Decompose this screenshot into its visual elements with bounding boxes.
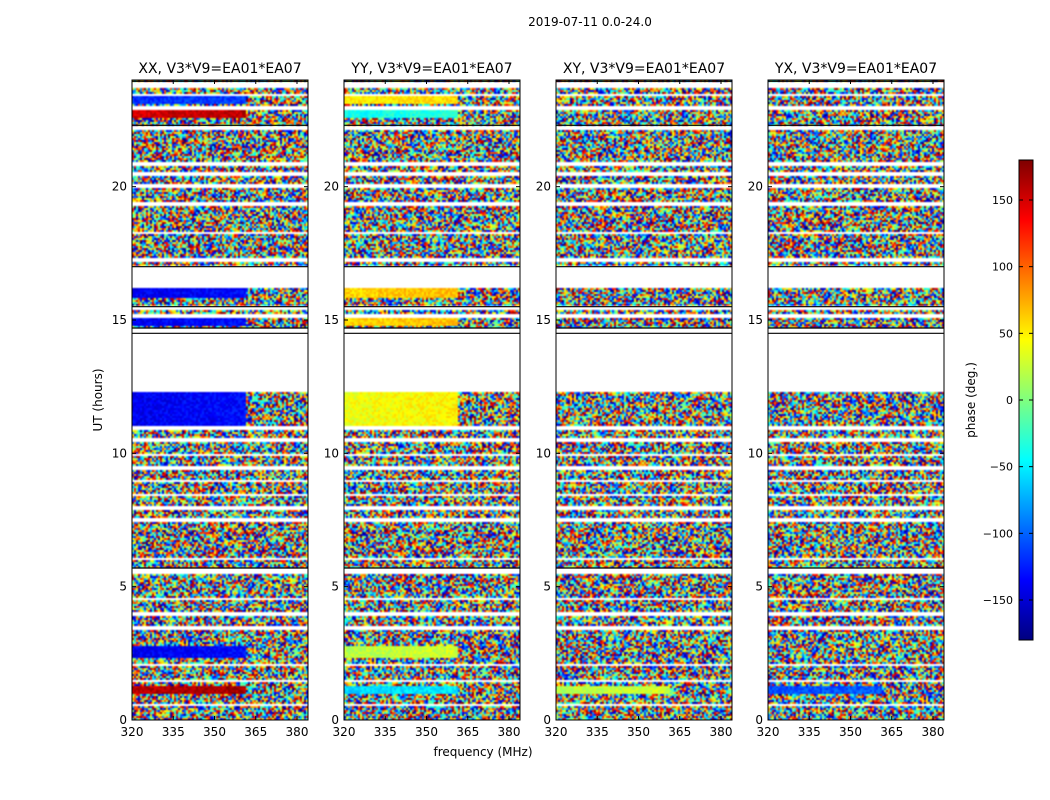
panel-1-heatmap [132,80,308,720]
panel-4-frame [767,79,945,721]
colorbar-tick-label: −50 [990,461,1013,474]
x-tick-label: 350 [839,725,862,739]
x-tick-label: 320 [757,725,780,739]
y-axis-label: UT (hours) [91,368,105,431]
y-tick-label: 5 [543,580,551,594]
colorbar-tick-label: 100 [992,261,1013,274]
y-tick-label: 10 [748,446,763,460]
panel-1-title: XX, V3*V9=EA01*EA07 [138,61,301,77]
y-tick-label: 10 [112,446,127,460]
y-tick-label: 0 [755,713,763,727]
y-tick-label: 0 [543,713,551,727]
colorbar-tick-label: 50 [999,327,1013,340]
x-tick-label: 380 [922,725,945,739]
figure-title: 2019-07-11 0.0-24.0 [528,15,652,29]
x-tick-label: 335 [798,725,821,739]
panel-4: YX, V3*V9=EA01*EA07 320 335 350 365 380 0 5 10 15… [748,61,945,739]
panel-2-title: YY, V3*V9=EA01*EA07 [350,61,512,77]
y-tick-label: 15 [536,313,551,327]
y-tick-label: 5 [119,580,127,594]
x-tick-label: 320 [333,725,356,739]
panel-1-frame [131,79,309,721]
colorbar-label: phase (deg.) [964,362,978,438]
y-tick-label: 0 [119,713,127,727]
x-tick-label: 380 [286,725,309,739]
x-tick-label: 335 [374,725,397,739]
y-tick-label: 20 [536,180,551,194]
colorbar-tick-label: −100 [983,527,1013,540]
x-tick-label: 350 [627,725,650,739]
panel-4-title: YX, V3*V9=EA01*EA07 [774,61,937,77]
x-tick-label: 365 [880,725,903,739]
y-tick-label: 10 [324,446,339,460]
x-tick-label: 365 [456,725,479,739]
x-tick-label: 380 [498,725,521,739]
y-tick-label: 15 [748,313,763,327]
colorbar-tick-label: 0 [1006,394,1013,407]
x-tick-label: 365 [668,725,691,739]
y-tick-label: 20 [112,180,127,194]
colorbar: 150 100 50 0 −50 −100 −150 [983,159,1034,641]
x-tick-label: 335 [162,725,185,739]
y-tick-label: 10 [536,446,551,460]
panel-3-heatmap [556,80,732,720]
x-tick-label: 380 [710,725,733,739]
y-tick-label: 20 [324,180,339,194]
x-tick-label: 365 [244,725,267,739]
x-tick-label: 350 [415,725,438,739]
panel-2: YY, V3*V9=EA01*EA07 320 335 350 365 380 0 5 10 15… [324,61,521,739]
y-tick-label: 15 [324,313,339,327]
panel-2-heatmap [344,80,520,720]
panel-3: XY, V3*V9=EA01*EA07 320 335 350 365 380 0 5 10 15… [536,61,733,739]
x-tick-label: 320 [121,725,144,739]
panel-1: XX, V3*V9=EA01*EA07 320 335 350 365 380 0 5 10 15… [112,61,309,739]
colorbar-tick-label: −150 [983,594,1013,607]
x-tick-label: 335 [586,725,609,739]
y-tick-label: 5 [755,580,763,594]
y-tick-label: 15 [112,313,127,327]
panel-4-heatmap [768,80,944,720]
y-tick-label: 0 [331,713,339,727]
y-tick-label: 5 [331,580,339,594]
y-tick-label: 20 [748,180,763,194]
colorbar-tick-label: 150 [992,194,1013,207]
panel-2-frame [343,79,521,721]
x-tick-label: 320 [545,725,568,739]
panel-3-frame [555,79,733,721]
x-axis-label: frequency (MHz) [433,745,532,759]
panel-3-title: XY, V3*V9=EA01*EA07 [563,61,725,77]
panels-group: XX, V3*V9=EA01*EA07 320 335 350 365 380 0 5 10 15… [112,61,945,739]
x-tick-label: 350 [203,725,226,739]
